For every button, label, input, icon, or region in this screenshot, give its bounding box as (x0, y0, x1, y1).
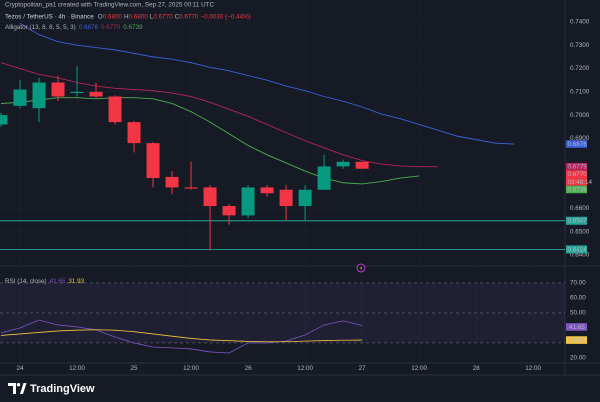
candle-body (0, 115, 8, 125)
alligator-line (0, 97, 420, 185)
y-tick-label: 0.6400 (570, 252, 590, 259)
rsi-label: 41.65 (569, 324, 585, 331)
candle-body (89, 91, 103, 97)
candle-body (355, 161, 369, 169)
candle-body (127, 122, 141, 144)
rsi-value: 31.93 (68, 278, 84, 285)
rsi-line (0, 329, 363, 343)
price-label: 0.6770 (568, 171, 588, 178)
x-tick-label: 12:00 (69, 365, 85, 372)
indicator-name: Alligator (13, 8, 8, 5, 5, 3) (5, 24, 76, 31)
x-tick-label: 28 (473, 365, 481, 372)
candle-body (298, 189, 312, 207)
level-label: 0.6547 (568, 218, 588, 225)
y-tick-label: 0.6500 (570, 228, 590, 235)
rsi-label: 31.93 (569, 337, 585, 344)
ohlc-key: H (124, 13, 129, 20)
x-tick-label: 27 (359, 365, 367, 372)
price-label: 0.6876 (568, 141, 588, 148)
y-tick-label: 0.6900 (570, 135, 590, 142)
candle-body (70, 91, 84, 94)
alligator-line (19, 22, 515, 145)
y-tick-label: 0.7200 (570, 65, 590, 72)
rsi-line (0, 319, 363, 354)
y-tick-label: 0.7100 (570, 89, 590, 96)
x-tick-label: 12:00 (297, 365, 313, 372)
candle-body (203, 187, 217, 207)
rsi-label-box (566, 323, 587, 331)
price-label-box (566, 162, 587, 171)
price-label-box (566, 170, 587, 179)
layers: 0.7400 0.7300 0.7200 0.7100 0.7000 0.6900 0.66… (0, 18, 593, 373)
candle-body (279, 189, 293, 207)
alligator-line (0, 62, 439, 168)
price-label: 0.6739 (568, 186, 588, 193)
candle-body (32, 82, 46, 109)
plot (0, 22, 565, 354)
ohlc-key: O (98, 13, 103, 20)
y-tick-label: 0.7400 (570, 19, 590, 26)
symbol: Tezos / TetherUS · 4h · Binance (5, 13, 94, 20)
candle-body (108, 96, 122, 123)
x-tick-label: 12:00 (411, 365, 427, 372)
price-label-box (566, 185, 587, 194)
candle-body (222, 206, 236, 216)
labels: 0.7400 0.7300 0.7200 0.7100 0.7000 0.6900 0.66… (16, 19, 592, 373)
level-label-box (566, 245, 587, 254)
candle-body (317, 166, 331, 190)
price-label-box (566, 140, 587, 148)
alert-icon (356, 263, 366, 273)
x-tick-label: 24 (16, 365, 24, 372)
ohlc-value: 0.6800 (129, 13, 149, 20)
credit: Cryptopolitan_pa1 created with TradingVi… (5, 2, 215, 9)
indicator-value: 0.6770 (101, 24, 121, 31)
countdown-box (566, 178, 587, 186)
level-label-box (566, 216, 587, 225)
indicator-value: 0.6876 (79, 24, 99, 31)
x-tick-label: 26 (245, 365, 253, 372)
rsi-tick-label: 60.00 (570, 295, 586, 302)
rsi-tick-label: 70.00 (570, 280, 586, 287)
ohlc-key: L (150, 13, 154, 20)
candle-body (13, 89, 27, 106)
candle-body (260, 187, 274, 194)
logo-text: TradingView (30, 383, 95, 395)
rsi-title: RSI (14, close) (5, 278, 47, 285)
candle-body (241, 187, 255, 216)
rsi-label-box (566, 336, 587, 344)
y-tick-label: 0.7300 (570, 42, 590, 49)
ohlc-key: C (175, 13, 180, 20)
y-tick-label: 0.7000 (570, 112, 590, 119)
rsi-tick-label: 50.00 (570, 310, 586, 317)
indicator-legend: Alligator (13, 8, 8, 5, 5, 3) 0.6876 0.677… (5, 24, 143, 31)
candle-body (165, 176, 179, 188)
change: −0.0030 (−0.44%) (200, 13, 250, 20)
candle-body (146, 143, 160, 179)
rsi-value: 41.65 (50, 278, 66, 285)
y-tick-label: 0.6600 (570, 205, 590, 212)
candle-body (336, 161, 350, 167)
rsi-tick-label: 20.00 (570, 355, 586, 362)
grid (0, 282, 565, 344)
candle-body (184, 187, 198, 189)
indicator-value: 0.6739 (123, 24, 143, 31)
candle-body (51, 82, 65, 97)
x-tick-label: 12:00 (183, 365, 199, 372)
rsi-legend: RSI (14, close) 41.65 31.93 (5, 278, 85, 285)
countdown: 03:48:14 (568, 179, 593, 186)
ohlc-value: 0.6800 (103, 13, 123, 20)
ohlc-value: 0.6770 (179, 13, 199, 20)
x-tick-label: 25 (131, 365, 139, 372)
price-label: 0.6779 (568, 164, 588, 171)
symbol-legend: Tezos / TetherUS · 4h · Binance O0.6800 H0… (5, 13, 251, 20)
level-label: 0.6424 (568, 246, 588, 253)
x-tick-label: 12:00 (525, 365, 541, 372)
ohlc-value: 0.6770 (153, 13, 173, 20)
logo-icon (8, 383, 27, 394)
